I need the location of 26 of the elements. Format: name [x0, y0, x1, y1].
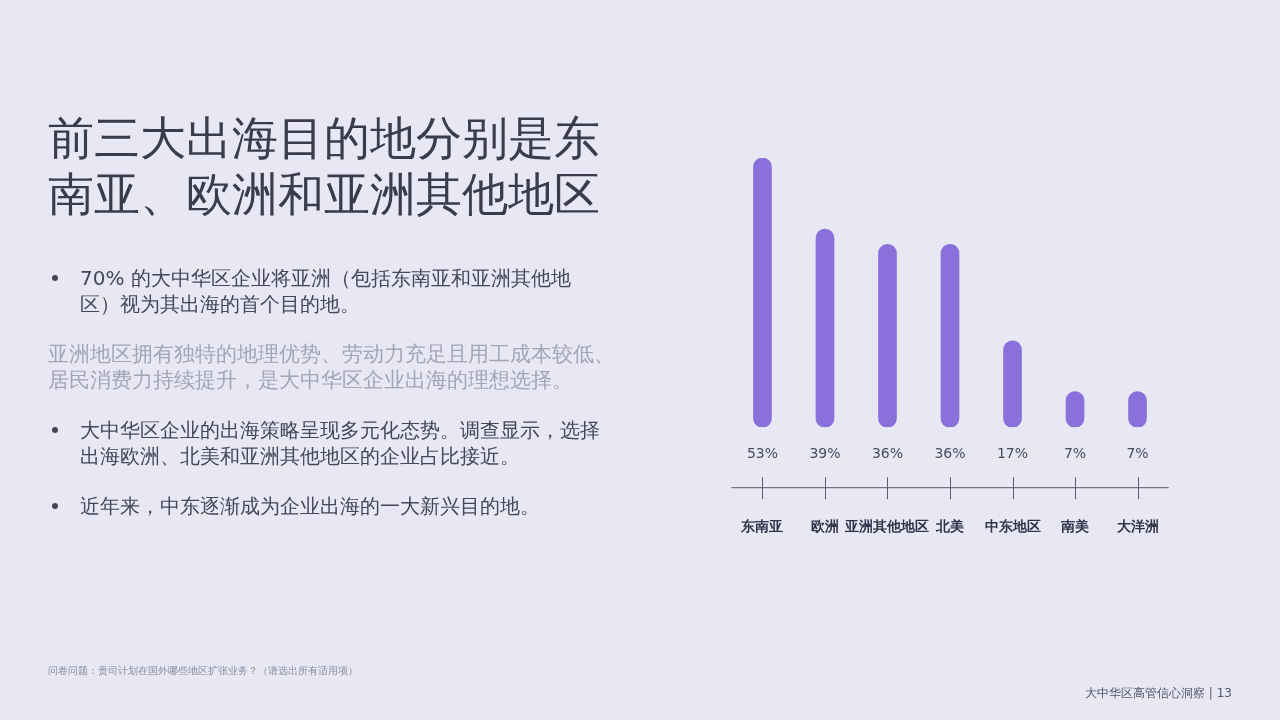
x-tick-label: 大洋洲 [1116, 518, 1159, 535]
data-label: 36% [871, 444, 904, 461]
x-tick-label: 亚洲其他地区 [844, 518, 930, 535]
text: 大中华区高管信心洞察 | 13 [1085, 685, 1232, 702]
text: 70% 的大中华区企业将亚洲（包括东南亚和亚洲其他地区）视为其出海的首个目的地。 [80, 266, 571, 316]
text: 前三大出海目的地分别是东南亚、欧洲和亚洲其他地区 [48, 110, 601, 222]
x-tick-label: 北美 [935, 518, 964, 535]
text: 问卷问题：贵司计划在国外哪些地区扩张业务？（请选出所有适用项） [48, 664, 358, 678]
bar [815, 228, 835, 428]
data-label: 39% [809, 444, 841, 461]
data-label: 7% [1126, 444, 1149, 461]
x-tick-label: 南美 [1060, 518, 1090, 535]
bar [753, 158, 772, 428]
text: 大中华区企业的出海策略呈现多元化态势。调查显示，选择出海欧洲、北美和亚洲其他地区的企业占比接近。 [80, 418, 600, 468]
text: 亚洲地区拥有独特的地理优势、劳动力充足且用工成本较低、居民消费力持续提升，是大中华区企业出海的理想选择。 [48, 341, 616, 393]
bar [940, 244, 960, 428]
data-label: 53% [746, 444, 779, 461]
x-tick-label: 欧洲 [810, 518, 839, 535]
x-tick-label: 中东地区 [984, 518, 1041, 535]
data-label: 17% [996, 444, 1029, 461]
bar [1003, 340, 1022, 428]
bar [878, 244, 897, 428]
x-tick-label: 东南亚 [740, 518, 784, 535]
data-label: 36% [934, 444, 966, 461]
data-label: 7% [1063, 444, 1087, 461]
text: 近年来，中东逐渐成为企业出海的一大新兴目的地。 [80, 494, 540, 518]
